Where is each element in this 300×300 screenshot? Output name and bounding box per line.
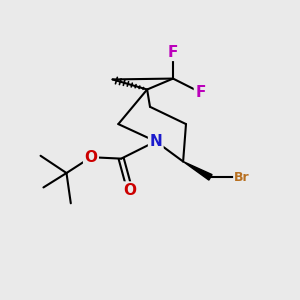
Text: O: O [123,183,136,198]
Text: F: F [168,45,178,60]
Text: F: F [195,85,206,100]
Polygon shape [183,161,212,180]
Text: Br: Br [234,171,250,184]
Text: N: N [149,134,162,149]
Text: O: O [85,150,98,165]
